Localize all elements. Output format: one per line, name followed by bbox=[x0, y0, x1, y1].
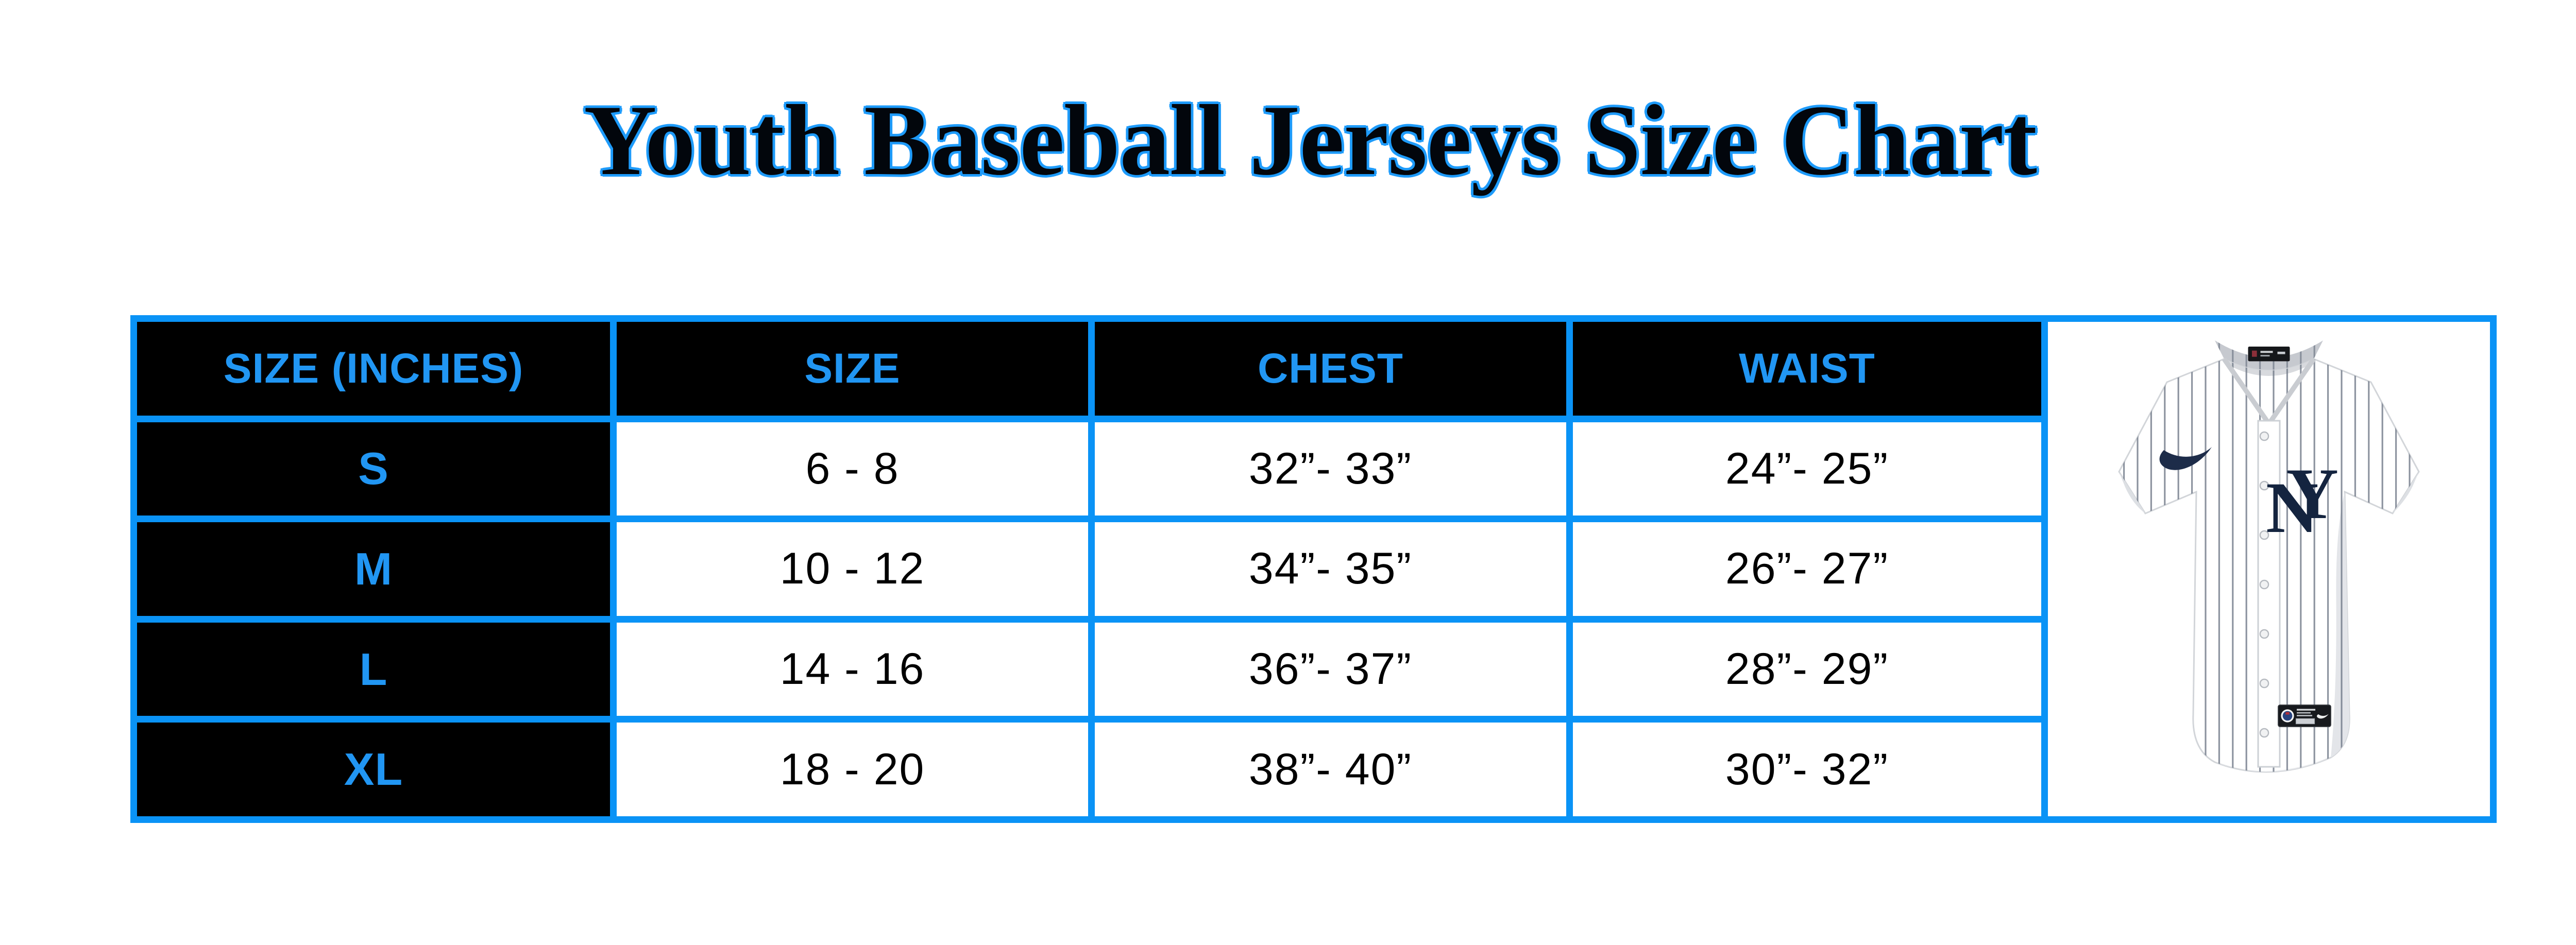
cell-chest: 36”- 37” bbox=[1088, 615, 1573, 723]
jersey-buttons bbox=[2259, 431, 2269, 738]
page-title: Youth Baseball Jerseys Size Chart bbox=[584, 84, 2037, 196]
cell-size: 18 - 20 bbox=[610, 716, 1095, 823]
cell-size-label: S bbox=[130, 415, 617, 523]
cell-chest: 38”- 40” bbox=[1088, 716, 1573, 823]
cell-size: 10 - 12 bbox=[610, 516, 1095, 623]
jersey-image-cell: N Y bbox=[2041, 315, 2497, 823]
yankees-jersey-illustration: N Y bbox=[2118, 340, 2420, 773]
jersey-collar bbox=[2215, 340, 2323, 371]
column-header-size-inches: SIZE (INCHES) bbox=[130, 315, 617, 422]
column-header-waist: WAIST bbox=[1566, 315, 2048, 422]
cell-size-label: L bbox=[130, 615, 617, 723]
jersey-vneck-trim bbox=[2222, 357, 2316, 425]
cell-waist: 28”- 29” bbox=[1566, 615, 2048, 723]
collar-size-tag bbox=[2248, 347, 2290, 362]
nike-swoosh-icon bbox=[2159, 447, 2212, 470]
cell-chest: 34”- 35” bbox=[1088, 516, 1573, 623]
ny-logo: N Y bbox=[2266, 454, 2338, 548]
cell-waist: 26”- 27” bbox=[1566, 516, 2048, 623]
size-row-s: S 6 - 8 32”- 33” 24”- 25” bbox=[130, 415, 2494, 523]
ny-logo-n: N bbox=[2266, 468, 2318, 548]
size-row-xl: XL 18 - 20 38”- 40” 30”- 32” bbox=[130, 716, 2494, 823]
header-row: SIZE (INCHES) SIZE CHEST WAIST bbox=[130, 315, 2497, 823]
jock-tag-swoosh-icon bbox=[2316, 714, 2329, 719]
size-chart-table: SIZE (INCHES) SIZE CHEST WAIST bbox=[130, 315, 2497, 823]
cell-waist: 24”- 25” bbox=[1566, 415, 2048, 523]
size-row-m: M 10 - 12 34”- 35” 26”- 27” bbox=[130, 516, 2494, 623]
jock-tag bbox=[2278, 705, 2331, 727]
cell-size-label: M bbox=[130, 516, 617, 623]
cell-size: 6 - 8 bbox=[610, 415, 1095, 523]
column-header-chest: CHEST bbox=[1088, 315, 1573, 422]
size-row-l: L 14 - 16 36”- 37” 28”- 29” bbox=[130, 615, 2494, 723]
jersey-image: N Y bbox=[2048, 322, 2490, 816]
column-header-size: SIZE bbox=[610, 315, 1095, 422]
cell-size-label: XL bbox=[130, 716, 617, 823]
ny-logo-y: Y bbox=[2286, 454, 2338, 534]
jersey-placket bbox=[2257, 420, 2281, 768]
cell-size: 14 - 16 bbox=[610, 615, 1095, 723]
cell-chest: 32”- 33” bbox=[1088, 415, 1573, 523]
cell-waist: 30”- 32” bbox=[1566, 716, 2048, 823]
